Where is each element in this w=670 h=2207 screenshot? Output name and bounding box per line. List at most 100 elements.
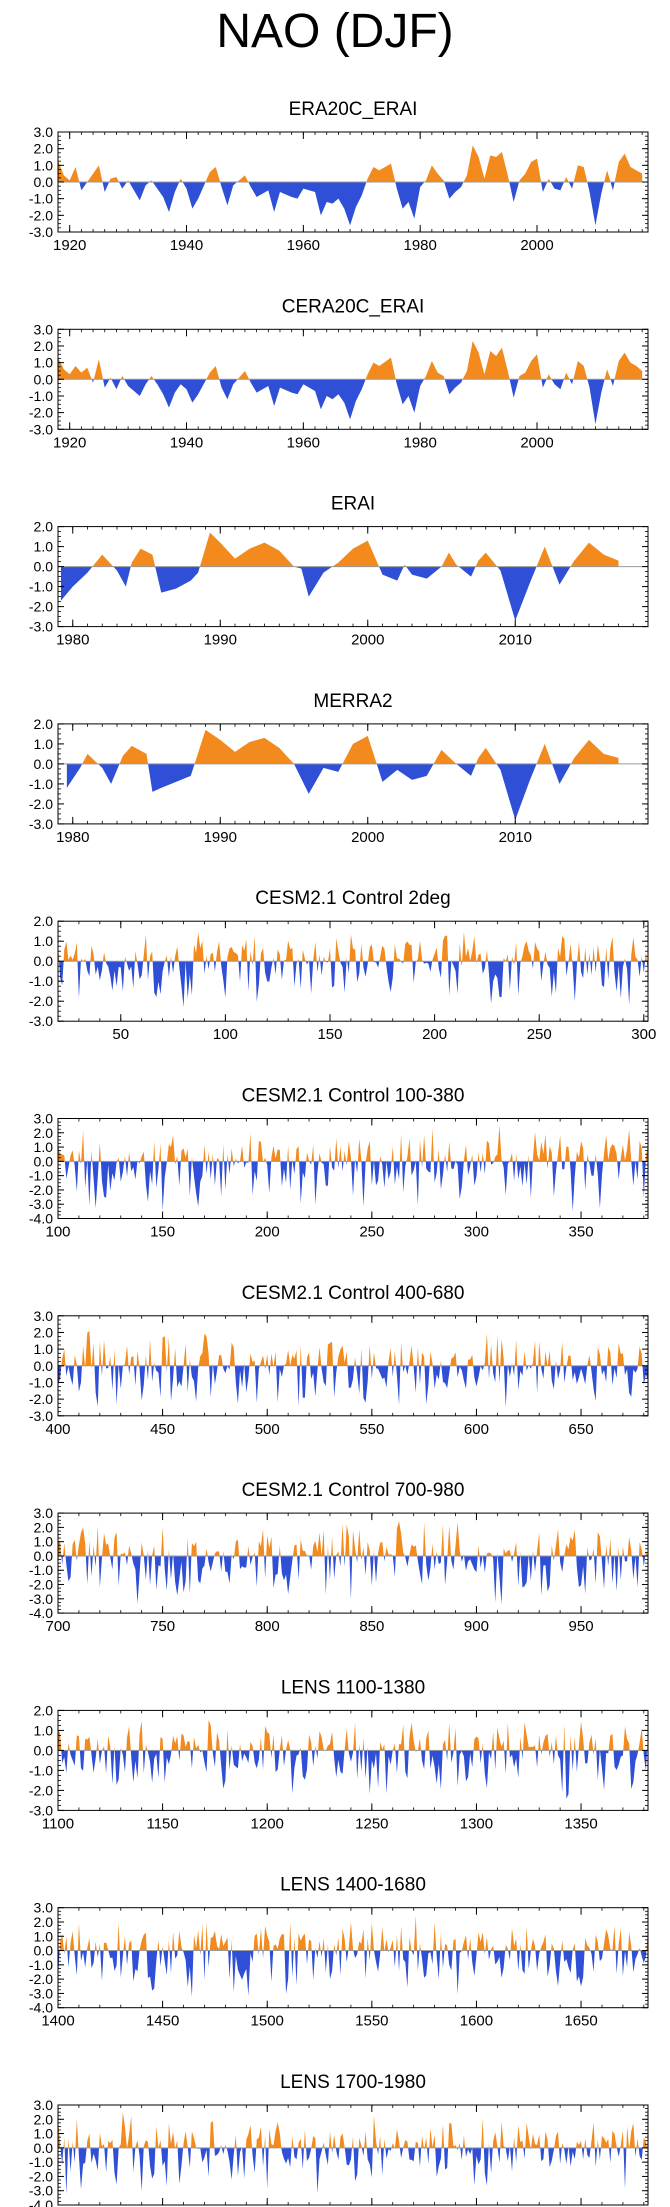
y-tick-label: -3.0: [29, 421, 53, 437]
x-tick-label: 650: [569, 1421, 594, 1438]
negative-area: [66, 763, 571, 820]
negative-area: [58, 1161, 648, 1212]
x-tick-label: 1500: [251, 2013, 284, 2030]
x-tick-label: 300: [464, 1224, 489, 1241]
y-tick-label: 0.0: [34, 559, 54, 575]
y-tick-label: 3.0: [34, 1308, 54, 1324]
plot-frame: [57, 920, 649, 1022]
x-tick-label: 800: [255, 1618, 280, 1635]
x-tick-label: 450: [150, 1421, 175, 1438]
x-tick-label: 1300: [460, 1815, 493, 1832]
negative-area: [60, 566, 619, 621]
positive-area: [58, 340, 643, 380]
y-tick-label: -2.0: [29, 1577, 53, 1593]
y-tick-label: -1.0: [29, 1374, 53, 1390]
negative-area: [58, 1555, 648, 1605]
x-tick-label: 1600: [460, 2013, 493, 2030]
page-title: NAO (DJF): [216, 5, 454, 58]
y-tick-label: 1.0: [34, 1341, 54, 1357]
x-tick-label: 500: [255, 1421, 280, 1438]
x-tick-label: 200: [255, 1224, 280, 1241]
y-tick-label: -4.0: [29, 2000, 53, 2016]
y-tick-label: 0.0: [34, 1153, 54, 1169]
chart-title: LENS 1700-1980: [280, 2072, 426, 2093]
x-tick-label: 600: [464, 1421, 489, 1438]
plot-frame: [57, 1709, 649, 1811]
positive-area: [59, 1915, 648, 1951]
y-tick-label: 2.0: [34, 2111, 54, 2127]
x-tick-label: 950: [569, 1618, 594, 1635]
y-tick-label: -4.0: [29, 1605, 53, 1621]
y-tick-label: -1.0: [29, 973, 53, 989]
x-tick-label: 1100: [42, 1815, 74, 1832]
x-tick-label: 1550: [355, 2013, 388, 2030]
y-tick-label: -1.0: [29, 191, 53, 207]
chart-panel-8: CESM2.1 Control 700-9803.02.01.00.0-1.0-…: [29, 1480, 649, 1635]
y-tick-label: 0.0: [34, 756, 54, 772]
y-tick-label: 2.0: [34, 1914, 54, 1930]
chart-title: CERA20C_ERAI: [282, 296, 425, 317]
chart-title: LENS 1400-1680: [280, 1875, 426, 1896]
y-tick-label: 0.0: [34, 1548, 54, 1564]
chart-panel-2: CERA20C_ERAI 3.02.01.00.0-1.0-2.0-3.01920…: [29, 296, 649, 451]
chart-panel-10: LENS 1400-1680 3.02.01.00.0-1.0-2.0-3.0-4…: [29, 1875, 649, 2030]
y-tick-label: 0.0: [34, 174, 54, 190]
y-tick-label: 1.0: [34, 157, 54, 173]
x-tick-label: 150: [317, 1026, 342, 1043]
y-tick-label: 1.0: [34, 933, 54, 949]
y-tick-label: 2.0: [34, 913, 54, 929]
y-tick-label: 0.0: [34, 2140, 54, 2156]
x-tick-label: 1960: [287, 434, 320, 451]
y-tick-label: 1.0: [34, 1139, 54, 1155]
y-tick-label: 0.0: [34, 1943, 54, 1959]
y-tick-label: -1.0: [29, 1957, 53, 1973]
chart-title: LENS 1100-1380: [281, 1677, 425, 1698]
y-tick-label: 2.0: [34, 1519, 54, 1535]
x-tick-label: 1450: [146, 2013, 179, 2030]
chart-title: CESM2.1 Control 400-680: [242, 1283, 465, 1304]
y-tick-label: -2.0: [29, 796, 53, 812]
y-tick-label: 1.0: [34, 1534, 54, 1550]
positive-area: [58, 1125, 648, 1162]
y-tick-label: -1.0: [29, 579, 53, 595]
y-tick-label: 3.0: [34, 321, 54, 337]
y-tick-label: 3.0: [34, 1900, 54, 1916]
negative-area: [59, 961, 648, 1008]
x-tick-label: 350: [569, 1224, 594, 1241]
positive-area: [66, 729, 619, 764]
positive-area: [58, 1720, 648, 1751]
positive-area: [58, 1521, 648, 1556]
y-tick-label: -3.0: [29, 619, 53, 635]
x-tick-label: 2010: [499, 829, 532, 846]
y-tick-label: -2.0: [29, 1391, 53, 1407]
y-tick-label: -3.0: [29, 1985, 53, 2001]
y-tick-label: 2.0: [34, 1702, 54, 1718]
chart-title: ERA20C_ERAI: [289, 99, 418, 120]
y-tick-label: -1.0: [29, 1562, 53, 1578]
y-tick-label: -3.0: [29, 1408, 53, 1424]
negative-area: [58, 379, 643, 425]
y-tick-label: 1.0: [34, 1928, 54, 1944]
y-tick-label: 3.0: [34, 1505, 54, 1521]
y-tick-label: -2.0: [29, 993, 53, 1009]
y-tick-label: -4.0: [29, 1211, 53, 1227]
chart-title: CESM2.1 Control 2deg: [255, 888, 450, 909]
x-tick-label: 2000: [520, 237, 553, 254]
chart-title: MERRA2: [313, 691, 392, 712]
y-tick-label: 2.0: [34, 1125, 54, 1141]
negative-area: [58, 182, 643, 226]
x-tick-label: 1940: [170, 237, 203, 254]
y-tick-label: 1.0: [34, 539, 54, 555]
x-tick-label: 1940: [170, 434, 203, 451]
y-tick-label: 2.0: [34, 1324, 54, 1340]
y-tick-label: -1.0: [29, 1762, 53, 1778]
x-tick-label: 1200: [251, 1815, 284, 1832]
positive-area: [92, 532, 619, 567]
x-tick-label: 200: [422, 1026, 447, 1043]
x-tick-label: 1980: [403, 434, 436, 451]
y-tick-label: 2.0: [34, 338, 54, 354]
positive-area: [58, 931, 648, 962]
y-tick-label: -2.0: [29, 1182, 53, 1198]
